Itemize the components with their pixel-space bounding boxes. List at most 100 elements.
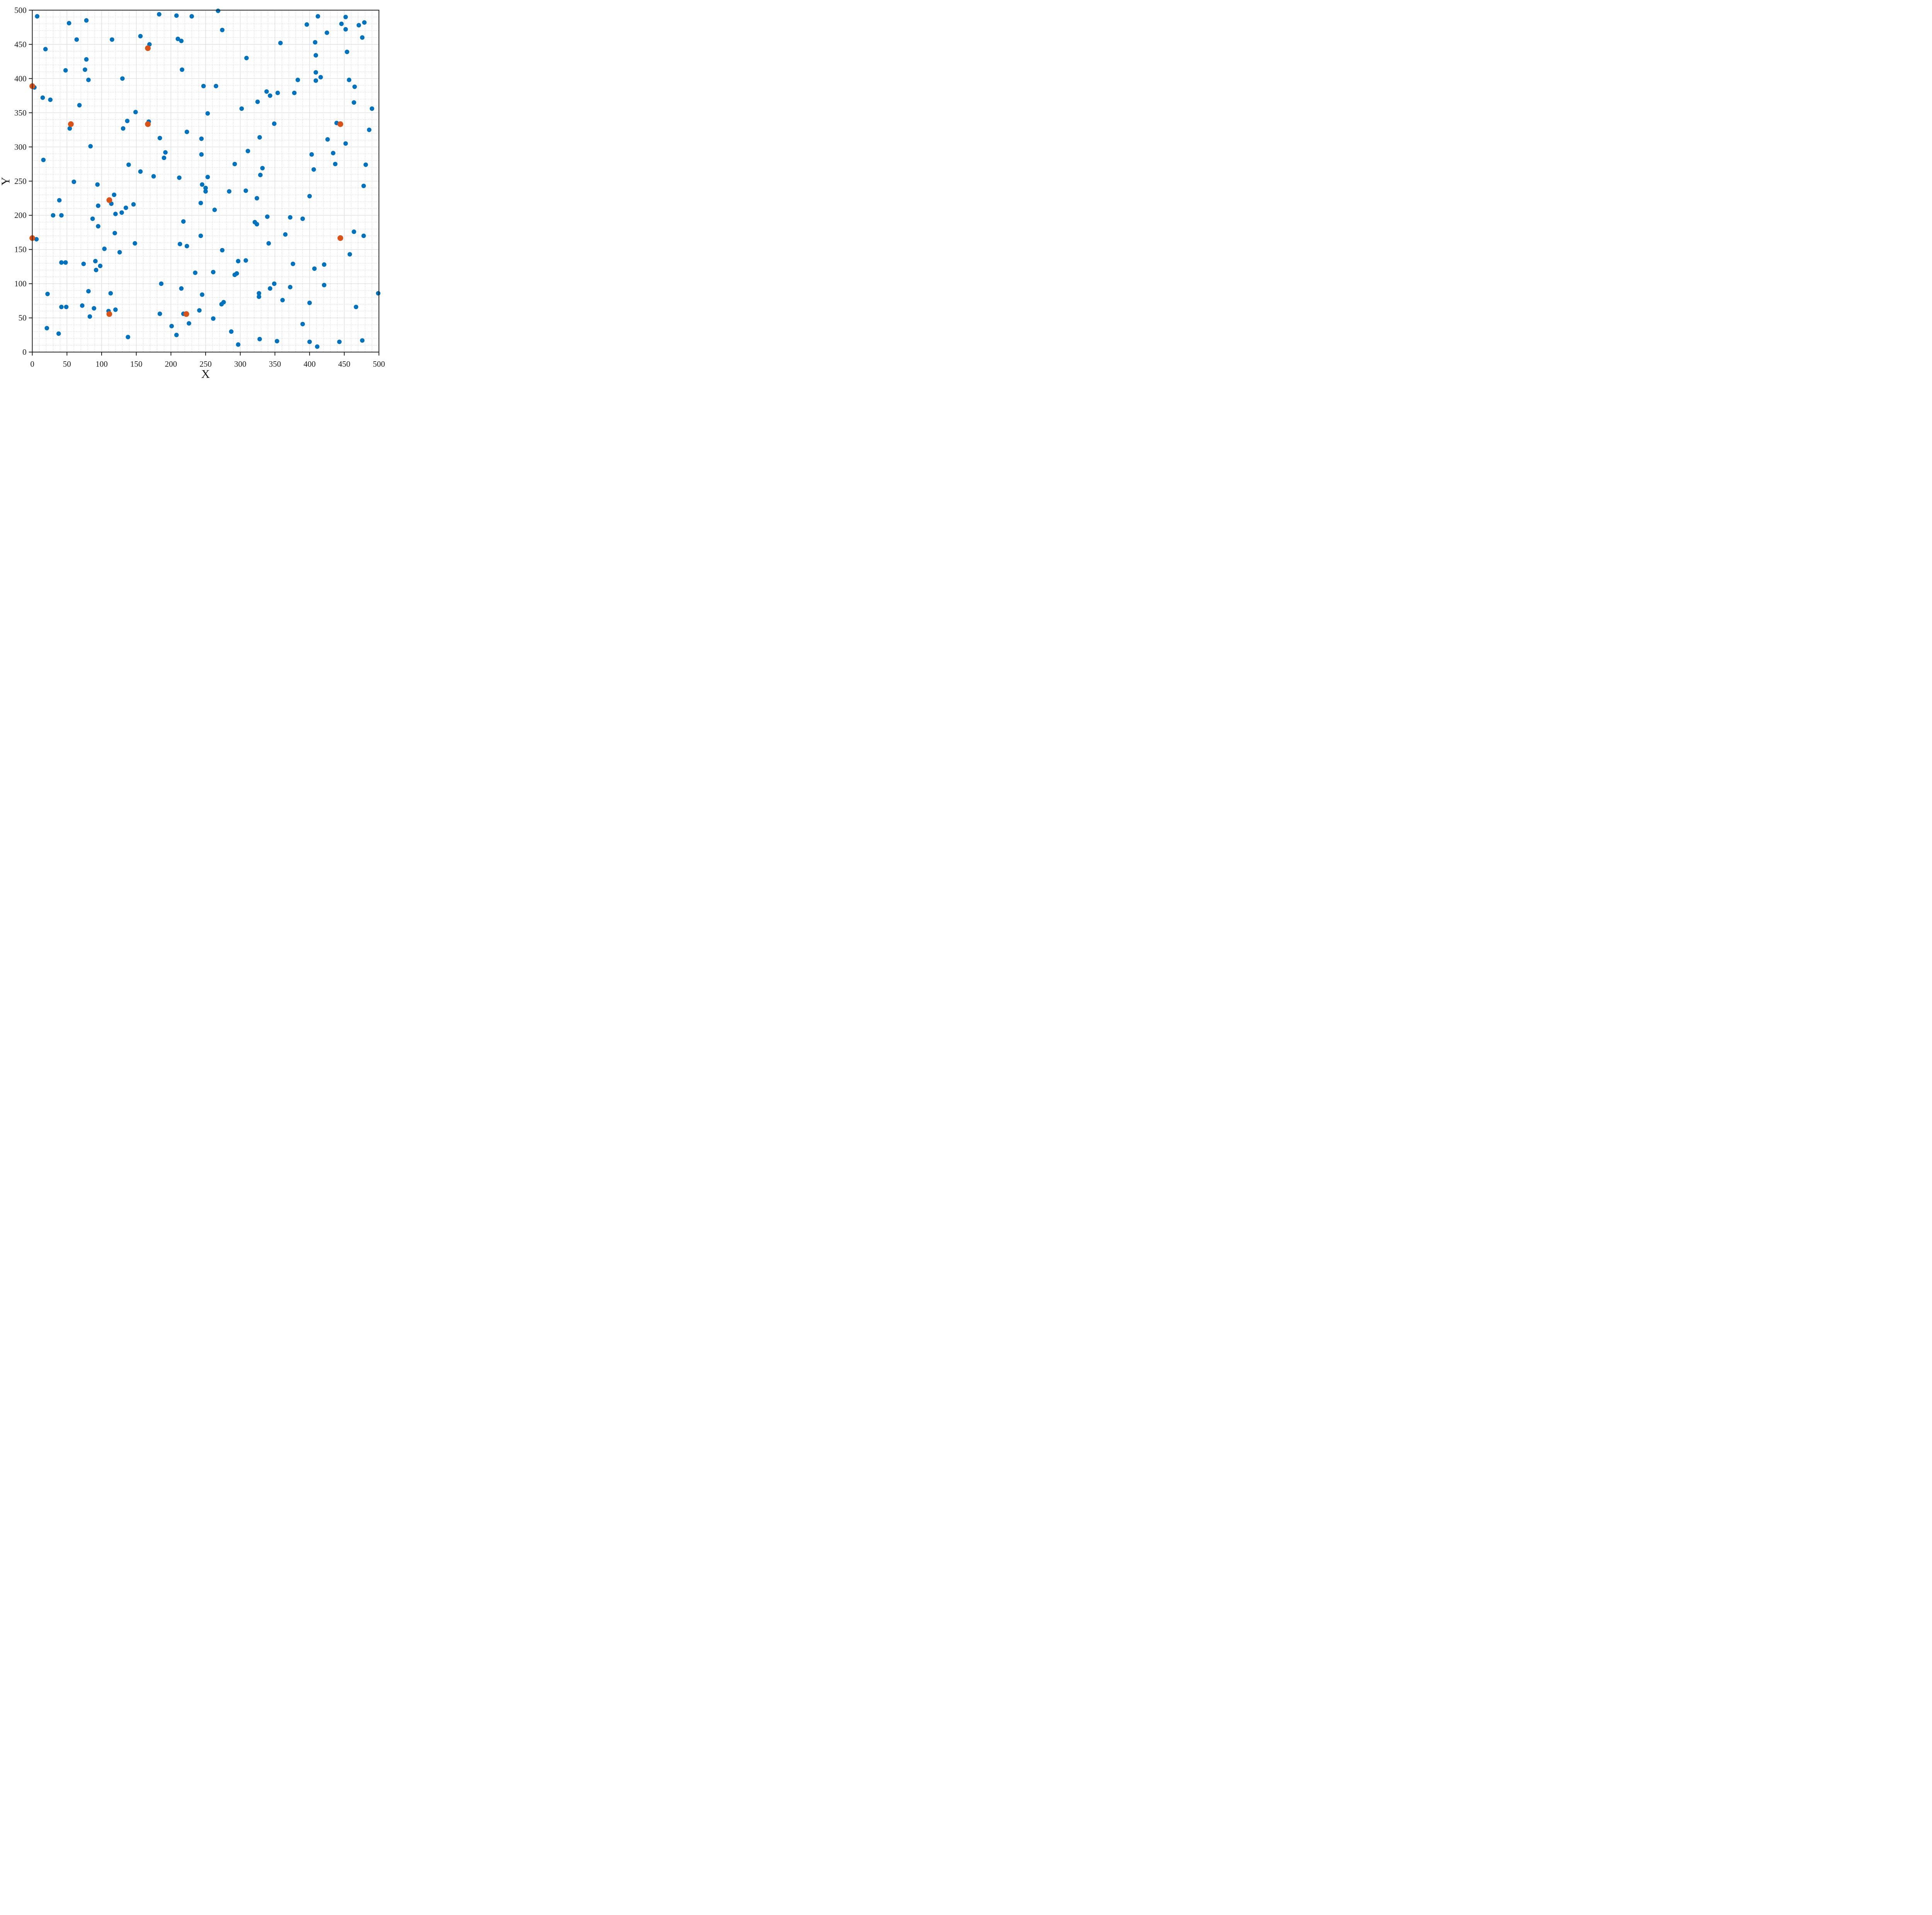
data-point [102, 247, 107, 251]
data-point [356, 23, 361, 28]
data-point [212, 207, 217, 212]
data-point [236, 259, 241, 264]
data-point [92, 306, 97, 311]
data-point [243, 258, 248, 263]
data-point [337, 339, 342, 344]
data-point [199, 152, 204, 157]
data-point [245, 149, 250, 153]
scatter-figure: 0 50 100 150 200 250 300 350 400 450 500 0 50 100 150 2… [0, 0, 386, 383]
data-point [90, 216, 95, 221]
data-point [56, 331, 61, 336]
data-point [315, 344, 320, 349]
data-point [201, 83, 206, 88]
data-point [179, 286, 184, 291]
data-point [205, 111, 210, 116]
data-point [59, 213, 64, 218]
x-tick-label: 150 [130, 359, 143, 369]
highlighted-data-point [145, 45, 151, 51]
data-point [80, 303, 85, 308]
data-point [352, 100, 356, 105]
data-point [352, 84, 357, 89]
data-point [35, 14, 39, 19]
data-point [220, 27, 224, 32]
data-point [352, 229, 356, 234]
y-tick-label: 50 [19, 313, 27, 323]
data-point [318, 75, 323, 80]
data-point [157, 12, 162, 17]
data-point [67, 126, 72, 131]
data-point [255, 196, 259, 201]
data-point [235, 271, 239, 276]
data-point [260, 166, 265, 170]
data-point [227, 189, 231, 194]
x-tick-label: 50 [63, 359, 71, 369]
data-point [315, 14, 320, 19]
data-point [361, 184, 366, 188]
x-tick-label: 450 [338, 359, 350, 369]
data-point [86, 78, 91, 82]
x-tick-label: 300 [234, 359, 247, 369]
y-tick-label: 300 [14, 142, 27, 151]
data-point [74, 37, 79, 42]
data-point [278, 41, 283, 46]
data-point [200, 182, 204, 187]
data-point [189, 14, 194, 19]
data-point [151, 174, 156, 179]
data-point [243, 188, 248, 193]
data-point [343, 141, 348, 146]
data-point [312, 266, 317, 271]
y-tick-label: 450 [14, 40, 27, 49]
data-point [112, 231, 117, 236]
data-point [236, 342, 241, 347]
y-tick-label: 500 [14, 5, 27, 15]
y-tick-label: 0 [22, 347, 27, 357]
data-point [362, 20, 367, 25]
data-point [291, 262, 295, 266]
data-point [322, 282, 327, 287]
data-point [131, 202, 136, 207]
data-point [108, 291, 113, 296]
highlighted-data-point [106, 197, 112, 203]
data-point [257, 291, 262, 296]
data-point [51, 213, 56, 218]
x-tick-label: 200 [165, 359, 177, 369]
data-point [229, 329, 234, 334]
y-tick-label: 100 [14, 279, 27, 288]
data-point [184, 129, 189, 134]
data-point [264, 89, 269, 94]
data-point [181, 219, 186, 224]
data-point [275, 90, 280, 95]
y-tick-label: 350 [14, 108, 27, 117]
data-point [255, 99, 260, 104]
data-point [193, 270, 197, 275]
data-point [307, 194, 312, 199]
data-point [239, 106, 244, 111]
data-point [203, 189, 208, 194]
data-point [304, 22, 309, 27]
data-point [126, 162, 131, 167]
data-point [369, 106, 374, 111]
data-point [83, 67, 87, 72]
data-point [216, 9, 221, 13]
x-axis-label: X [201, 367, 210, 381]
data-point [86, 289, 91, 294]
data-point [363, 162, 368, 167]
data-point [123, 205, 128, 210]
y-tick-label: 400 [14, 74, 27, 83]
data-point [343, 27, 348, 32]
data-point [177, 175, 182, 180]
data-point [96, 224, 100, 229]
highlighted-data-point [183, 311, 189, 317]
data-point [63, 260, 68, 265]
data-point [96, 203, 100, 208]
data-point [211, 316, 216, 321]
data-point [163, 150, 168, 155]
data-point [313, 40, 318, 45]
data-point [184, 244, 189, 248]
data-point [255, 222, 259, 227]
data-point [112, 192, 117, 197]
data-point [311, 167, 316, 172]
data-point [121, 126, 126, 131]
data-point [199, 136, 204, 141]
data-point [266, 241, 271, 246]
